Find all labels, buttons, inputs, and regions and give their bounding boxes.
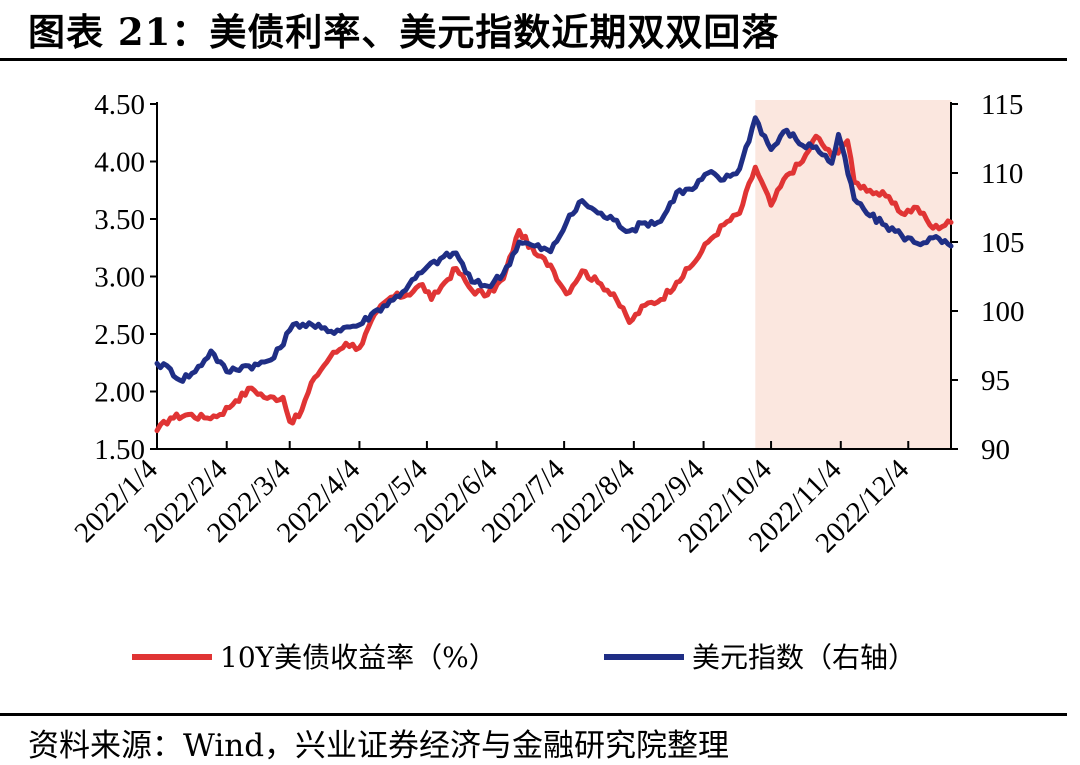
right-tick-label: 115 bbox=[981, 89, 1023, 121]
series-line-yield bbox=[154, 133, 954, 434]
left-tick-label: 4.50 bbox=[94, 89, 145, 121]
legend-label: 10Y美债收益率（%） bbox=[220, 641, 497, 674]
legend-layer: 10Y美债收益率（%） 美元指数（右轴） bbox=[132, 641, 916, 674]
series-layer bbox=[154, 115, 954, 434]
left-tick-label: 3.00 bbox=[94, 262, 145, 294]
left-tick-label: 3.50 bbox=[94, 204, 145, 236]
chart-title: 图表 21：美债利率、美元指数近期双双回落 bbox=[28, 10, 780, 54]
right-tick-label: 110 bbox=[981, 158, 1023, 190]
right-tick-label: 105 bbox=[981, 227, 1025, 259]
right-tick-label: 100 bbox=[981, 296, 1025, 328]
left-tick-label: 1.50 bbox=[94, 434, 145, 466]
source-divider bbox=[0, 713, 1067, 716]
left-tick-label: 4.00 bbox=[94, 147, 145, 179]
series-line-dxy bbox=[154, 115, 954, 384]
right-tick-label: 90 bbox=[981, 434, 1010, 466]
legend-label: 美元指数（右轴） bbox=[692, 641, 916, 674]
shaded-region bbox=[755, 100, 951, 449]
source-note: 资料来源：Wind，兴业证券经济与金融研究院整理 bbox=[28, 728, 730, 764]
right-tick-label: 95 bbox=[981, 365, 1010, 397]
left-tick-label: 2.00 bbox=[94, 377, 145, 409]
title-divider bbox=[0, 58, 1067, 61]
shaded-region-layer bbox=[755, 100, 951, 449]
left-tick-label: 2.50 bbox=[94, 319, 145, 351]
chart-svg: 4.50 4.00 3.50 3.00 2.50 2.00 1.50 115 110 105 100… bbox=[68, 89, 1025, 674]
